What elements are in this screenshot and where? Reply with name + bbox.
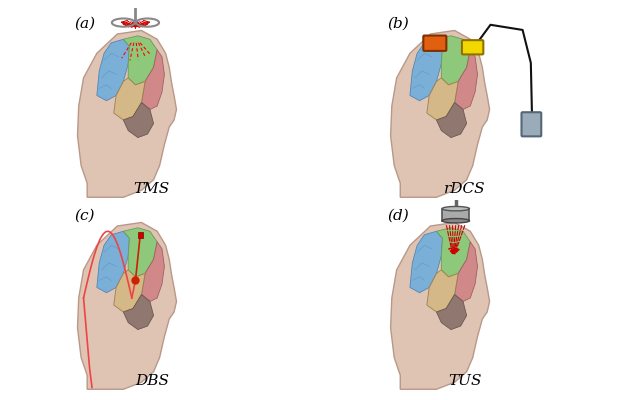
Text: (d): (d)	[387, 208, 409, 222]
Text: rDCS: rDCS	[444, 182, 486, 196]
FancyBboxPatch shape	[442, 209, 469, 221]
Text: DBS: DBS	[135, 374, 169, 388]
Polygon shape	[123, 228, 157, 277]
Ellipse shape	[442, 218, 469, 223]
Ellipse shape	[442, 206, 469, 211]
Polygon shape	[141, 50, 164, 110]
Polygon shape	[123, 102, 154, 138]
Polygon shape	[410, 39, 443, 101]
Polygon shape	[436, 102, 467, 138]
Polygon shape	[436, 36, 470, 85]
Polygon shape	[141, 242, 164, 302]
Polygon shape	[436, 228, 470, 277]
Polygon shape	[97, 231, 130, 293]
Polygon shape	[78, 222, 177, 389]
Polygon shape	[410, 231, 443, 293]
Text: (b): (b)	[387, 16, 409, 30]
Polygon shape	[391, 30, 490, 197]
Polygon shape	[436, 294, 467, 330]
Text: TUS: TUS	[448, 374, 482, 388]
Text: (a): (a)	[74, 16, 95, 30]
Polygon shape	[123, 294, 154, 330]
Polygon shape	[391, 222, 490, 389]
Polygon shape	[427, 78, 458, 120]
FancyBboxPatch shape	[462, 40, 484, 54]
Text: (c): (c)	[74, 208, 94, 222]
Polygon shape	[454, 50, 477, 110]
FancyBboxPatch shape	[521, 112, 541, 136]
Polygon shape	[113, 270, 145, 312]
Polygon shape	[113, 78, 145, 120]
Polygon shape	[97, 39, 130, 101]
FancyBboxPatch shape	[423, 36, 446, 51]
Polygon shape	[454, 242, 477, 302]
Polygon shape	[78, 30, 177, 197]
Polygon shape	[427, 270, 458, 312]
Polygon shape	[123, 36, 157, 85]
Bar	[138, 232, 143, 238]
Text: TMS: TMS	[134, 182, 170, 196]
